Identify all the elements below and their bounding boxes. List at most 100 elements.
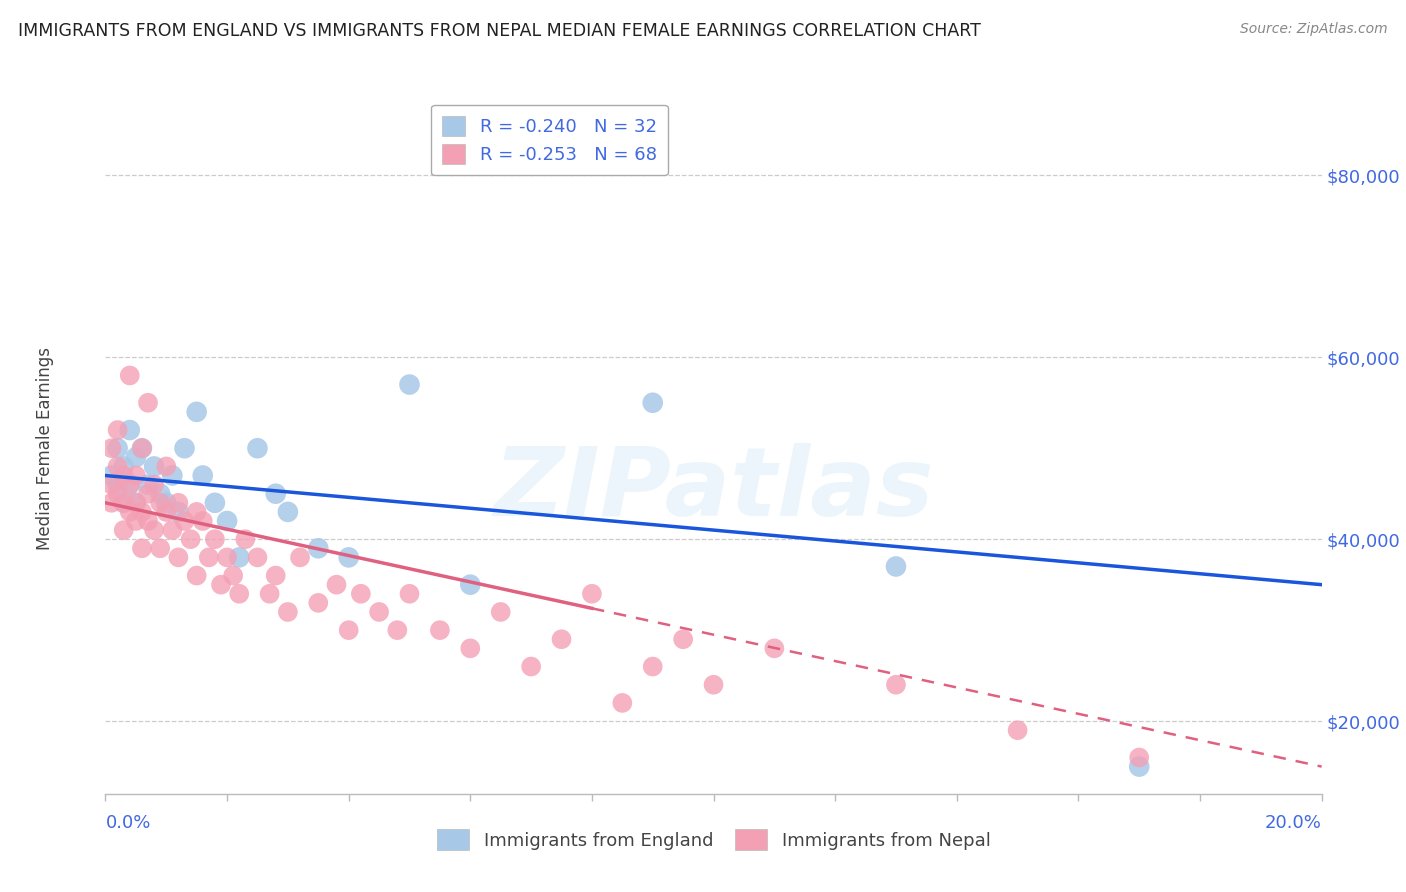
Point [125,496,148,510]
Point [100,496,122,510]
Point [112,523,135,537]
Text: Source: ZipAtlas.com: Source: ZipAtlas.com [1240,22,1388,37]
Point [264,486,287,500]
Point [173,514,195,528]
Point [884,559,907,574]
Point [112,496,135,510]
Point [228,587,250,601]
Point [581,587,603,601]
Point [162,523,184,537]
Point [1128,759,1150,773]
Point [350,587,373,601]
Point [884,678,907,692]
Text: 20.0%: 20.0% [1265,814,1322,831]
Point [222,568,245,582]
Point [143,477,166,491]
Point [112,496,135,510]
Point [288,550,311,565]
Point [204,532,226,546]
Point [149,541,172,556]
Point [387,623,409,637]
Point [136,477,159,491]
Point [612,696,634,710]
Point [125,496,148,510]
Point [246,441,269,455]
Point [277,505,299,519]
Point [307,596,329,610]
Point [264,568,287,582]
Point [155,459,177,474]
Point [125,514,148,528]
Point [398,587,420,601]
Point [702,678,725,692]
Point [325,577,347,591]
Point [112,468,135,483]
Point [131,441,153,455]
Point [429,623,451,637]
Point [100,477,122,491]
Point [118,423,141,437]
Point [217,514,239,528]
Point [458,577,481,591]
Point [217,550,239,565]
Point [191,468,214,483]
Point [1128,750,1150,764]
Point [672,632,695,647]
Point [118,505,141,519]
Point [155,496,177,510]
Point [149,486,172,500]
Text: IMMIGRANTS FROM ENGLAND VS IMMIGRANTS FROM NEPAL MEDIAN FEMALE EARNINGS CORRELAT: IMMIGRANTS FROM ENGLAND VS IMMIGRANTS FR… [18,22,981,40]
Point [398,377,420,392]
Point [118,368,141,383]
Point [186,505,208,519]
Point [209,577,232,591]
Point [186,405,208,419]
Text: ZIPatlas: ZIPatlas [494,443,934,536]
Point [100,468,122,483]
Point [131,505,153,519]
Point [118,477,141,491]
Point [143,459,166,474]
Point [368,605,391,619]
Point [100,441,122,455]
Point [204,496,226,510]
Point [107,459,129,474]
Point [107,441,129,455]
Point [167,550,190,565]
Point [198,550,221,565]
Point [228,550,250,565]
Point [118,477,141,491]
Point [149,496,172,510]
Point [259,587,281,601]
Point [520,659,543,673]
Point [125,450,148,465]
Point [155,505,177,519]
Point [246,550,269,565]
Point [1007,723,1029,738]
Point [337,623,360,637]
Text: 0.0%: 0.0% [105,814,150,831]
Point [125,468,148,483]
Point [180,532,202,546]
Point [112,459,135,474]
Point [233,532,256,546]
Point [143,523,166,537]
Point [307,541,329,556]
Point [107,477,129,491]
Point [191,514,214,528]
Point [173,441,195,455]
Point [107,486,129,500]
Point [763,641,786,656]
Point [641,659,664,673]
Point [167,505,190,519]
Point [641,396,664,410]
Point [186,568,208,582]
Point [136,396,159,410]
Point [107,423,129,437]
Point [337,550,360,565]
Legend: Immigrants from England, Immigrants from Nepal: Immigrants from England, Immigrants from… [429,822,998,857]
Point [550,632,572,647]
Point [167,496,190,510]
Point [489,605,512,619]
Text: Median Female Earnings: Median Female Earnings [35,347,53,549]
